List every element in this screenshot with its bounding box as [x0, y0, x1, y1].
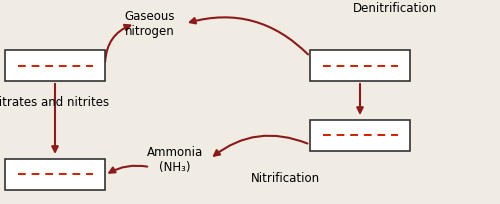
- Bar: [5, 159, 105, 190]
- Text: Gaseous
nitrogen: Gaseous nitrogen: [125, 10, 176, 38]
- Bar: [5, 51, 105, 82]
- Bar: [310, 51, 410, 82]
- Text: Ammonia
(NH₃): Ammonia (NH₃): [147, 145, 203, 173]
- Text: Nitrates and nitrites: Nitrates and nitrites: [0, 95, 110, 109]
- Text: Nitrification: Nitrification: [250, 171, 320, 184]
- Bar: [310, 120, 410, 151]
- Text: Denitrification: Denitrification: [353, 2, 437, 15]
